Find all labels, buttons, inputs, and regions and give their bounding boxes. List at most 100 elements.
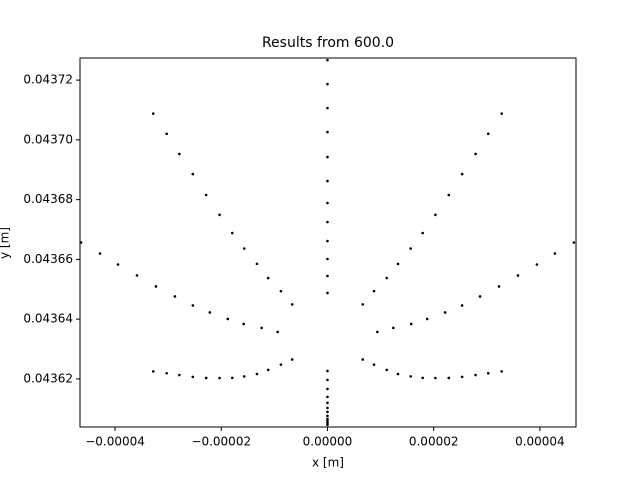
- point: [326, 406, 329, 410]
- point: [421, 231, 424, 235]
- point: [572, 241, 576, 244]
- y-tick-label: 0.04368: [23, 192, 73, 206]
- point: [460, 304, 464, 307]
- point: [460, 375, 464, 379]
- point: [326, 387, 329, 391]
- point: [266, 276, 270, 280]
- point: [279, 289, 283, 293]
- point: [385, 276, 389, 280]
- point: [326, 419, 329, 423]
- y-tick-label: 0.04362: [23, 371, 73, 385]
- point: [372, 363, 376, 366]
- point: [326, 155, 329, 159]
- point: [516, 274, 520, 277]
- y-tick-label: 0.04370: [23, 132, 73, 146]
- point: [218, 213, 221, 217]
- point: [151, 370, 155, 373]
- point: [230, 231, 234, 235]
- point: [191, 172, 195, 176]
- point: [434, 376, 437, 380]
- point: [116, 263, 120, 266]
- point: [191, 304, 195, 307]
- point: [500, 112, 503, 115]
- x-axis-label: x [m]: [312, 456, 344, 470]
- point: [204, 376, 208, 380]
- point: [361, 303, 365, 306]
- x-tick-label: 0.00002: [409, 435, 459, 449]
- point: [460, 172, 464, 176]
- y-axis-label: y [m]: [0, 227, 12, 259]
- point: [409, 247, 412, 250]
- y-tick-label: 0.04372: [23, 73, 73, 87]
- point: [385, 368, 389, 372]
- point: [165, 132, 168, 136]
- point: [326, 423, 329, 427]
- point: [486, 132, 490, 136]
- point: [326, 395, 329, 399]
- point: [447, 376, 451, 380]
- point: [361, 358, 365, 361]
- point: [326, 378, 329, 382]
- point: [326, 201, 329, 205]
- point: [178, 373, 181, 377]
- y-tick-label: 0.04366: [23, 252, 73, 266]
- point: [326, 58, 329, 62]
- point: [154, 285, 158, 288]
- point: [376, 330, 379, 334]
- point: [447, 193, 451, 197]
- x-tick-label: −0.00002: [191, 435, 251, 449]
- point: [396, 262, 400, 266]
- axes-frame: [79, 57, 577, 428]
- point: [178, 152, 181, 156]
- x-tick-label: 0.00004: [515, 435, 565, 449]
- point: [255, 262, 259, 266]
- point: [425, 317, 429, 321]
- point: [242, 375, 246, 378]
- point: [326, 421, 329, 425]
- point: [497, 285, 501, 288]
- point: [279, 363, 283, 366]
- point: [434, 213, 437, 217]
- point: [500, 370, 503, 373]
- point: [230, 376, 234, 380]
- point: [409, 375, 412, 378]
- point: [242, 247, 246, 250]
- point: [204, 193, 208, 197]
- point: [474, 373, 477, 377]
- point: [326, 82, 329, 86]
- point: [326, 417, 329, 421]
- point: [165, 371, 168, 375]
- point: [326, 239, 329, 243]
- point: [535, 263, 539, 266]
- point: [326, 106, 329, 110]
- point: [173, 295, 177, 298]
- x-tick-label: 0.00000: [303, 435, 353, 449]
- point: [392, 326, 395, 330]
- chart-title: Results from 600.0: [262, 35, 394, 51]
- point: [290, 358, 294, 361]
- point: [208, 311, 212, 314]
- point: [80, 241, 83, 244]
- point: [326, 257, 329, 261]
- point: [421, 376, 424, 380]
- point: [260, 326, 263, 330]
- point: [135, 274, 139, 277]
- point: [326, 220, 329, 224]
- plot-area: [80, 58, 576, 427]
- point: [474, 152, 477, 156]
- point: [553, 252, 557, 255]
- point: [326, 369, 329, 373]
- point: [326, 401, 329, 405]
- point: [266, 368, 270, 372]
- point: [372, 289, 376, 293]
- point: [226, 317, 230, 321]
- point: [326, 179, 329, 183]
- point: [443, 311, 447, 314]
- y-tick-label: 0.04364: [23, 312, 73, 326]
- point: [98, 252, 102, 255]
- x-tick-label: −0.00004: [85, 435, 145, 449]
- point: [326, 274, 329, 278]
- point: [326, 410, 329, 414]
- point: [218, 376, 221, 380]
